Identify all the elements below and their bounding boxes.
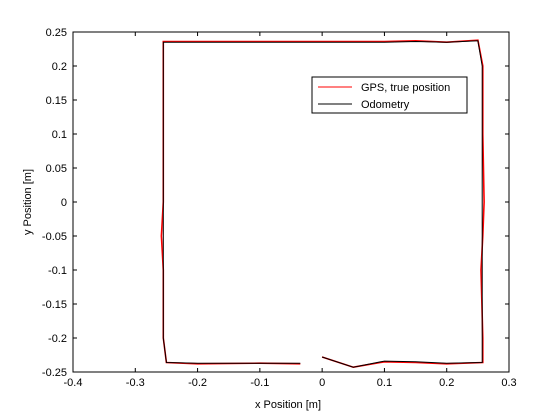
x-tick-label: -0.3 (126, 377, 145, 389)
legend-box (311, 76, 468, 114)
legend-label-odometry: Odometry (361, 99, 410, 111)
y-tick-label: -0.2 (48, 333, 67, 345)
x-tick-label: -0.2 (188, 377, 207, 389)
x-tick-label: -0.4 (64, 377, 83, 389)
series-layer (160, 39, 485, 369)
y-axis-label: y Position [m] (22, 169, 34, 235)
y-tick-label: 0.25 (46, 27, 67, 39)
y-tick-label: 0.2 (52, 61, 67, 73)
series-line-odometry (162, 40, 483, 368)
legend: GPS, true position Odometry (311, 76, 468, 114)
x-tick-label: -0.1 (250, 377, 269, 389)
y-tick-label: -0.15 (42, 299, 67, 311)
y-tick-label: 0.05 (46, 163, 67, 175)
legend-label-gps: GPS, true position (361, 82, 450, 94)
x-tick-label: 0 (319, 377, 325, 389)
y-tick-label: -0.1 (48, 265, 67, 277)
y-tick-label: 0 (61, 197, 67, 209)
y-tick-label: -0.25 (42, 367, 67, 379)
x-tick-label: 0.3 (501, 377, 516, 389)
ticks-layer: -0.4 -0.3 -0.2 -0.1 0 0.1 0.2 0.3 -0.25 -0.2 -0.15… (42, 27, 517, 389)
x-axis-label: x Position [m] (255, 399, 321, 411)
y-tick-label: -0.05 (42, 231, 67, 243)
x-tick-label: 0.2 (439, 377, 454, 389)
y-tick-label: 0.15 (46, 95, 67, 107)
x-tick-label: 0.1 (377, 377, 392, 389)
y-tick-label: 0.1 (52, 129, 67, 141)
